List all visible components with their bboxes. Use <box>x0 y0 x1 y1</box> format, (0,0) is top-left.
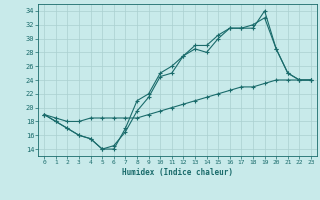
X-axis label: Humidex (Indice chaleur): Humidex (Indice chaleur) <box>122 168 233 177</box>
